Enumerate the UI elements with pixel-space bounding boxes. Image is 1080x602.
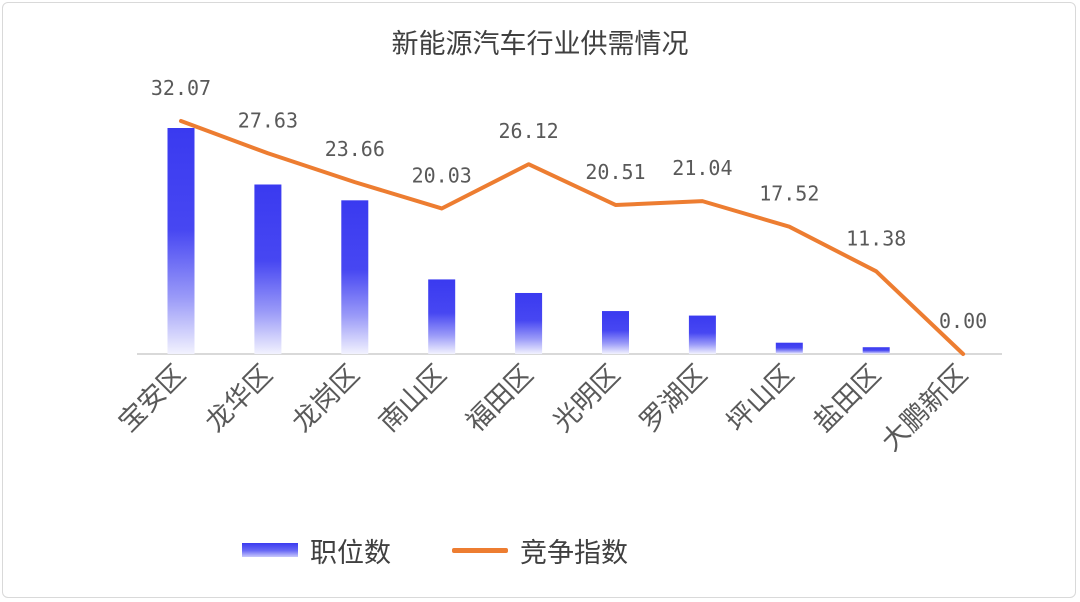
x-tick-label-0: 宝安区: [113, 359, 192, 438]
bar-0: [167, 128, 195, 354]
bar-2: [341, 200, 369, 354]
bar-4: [515, 292, 543, 354]
data-label-4: 26.12: [498, 119, 558, 143]
bar-5: [602, 311, 629, 354]
x-tick-label-7: 坪山区: [721, 359, 800, 438]
data-label-0: 32.07: [151, 76, 211, 100]
chart-title: 新能源汽车行业供需情况: [391, 29, 689, 60]
legend-item-bar: 职位数: [242, 530, 391, 570]
x-tick-label-4: 福田区: [460, 359, 539, 438]
data-label-8: 11.38: [846, 226, 906, 250]
legend-swatch-bar: [242, 543, 298, 557]
bar-3: [428, 279, 456, 354]
bar-1: [254, 184, 282, 354]
x-tick-label-3: 南山区: [373, 359, 452, 438]
data-label-9: 0.00: [939, 309, 987, 333]
data-label-5: 20.51: [585, 160, 645, 184]
data-label-7: 17.52: [759, 182, 819, 206]
x-tick-label-2: 龙岗区: [287, 359, 366, 438]
x-tick-label-9: 大鹏新区: [876, 359, 974, 457]
bar-8: [862, 347, 890, 354]
line-series-competition: [179, 119, 966, 356]
x-tick-label-8: 盐田区: [808, 359, 887, 438]
legend-swatch-line: [452, 547, 508, 553]
data-label-6: 21.04: [672, 156, 732, 180]
bar-6: [688, 315, 716, 354]
data-label-1: 27.63: [238, 108, 298, 132]
x-tick-label-1: 龙华区: [200, 359, 279, 438]
x-tick-label-6: 罗湖区: [634, 359, 713, 438]
legend-label-line: 竞争指数: [520, 537, 628, 569]
x-tick-label-5: 光明区: [547, 359, 626, 438]
legend: 职位数 竞争指数: [0, 530, 1080, 570]
data-label-2: 23.66: [325, 137, 385, 161]
legend-label-bar: 职位数: [310, 537, 391, 569]
data-label-3: 20.03: [412, 163, 472, 187]
bar-7: [775, 342, 803, 354]
legend-item-line: 竞争指数: [452, 530, 628, 570]
